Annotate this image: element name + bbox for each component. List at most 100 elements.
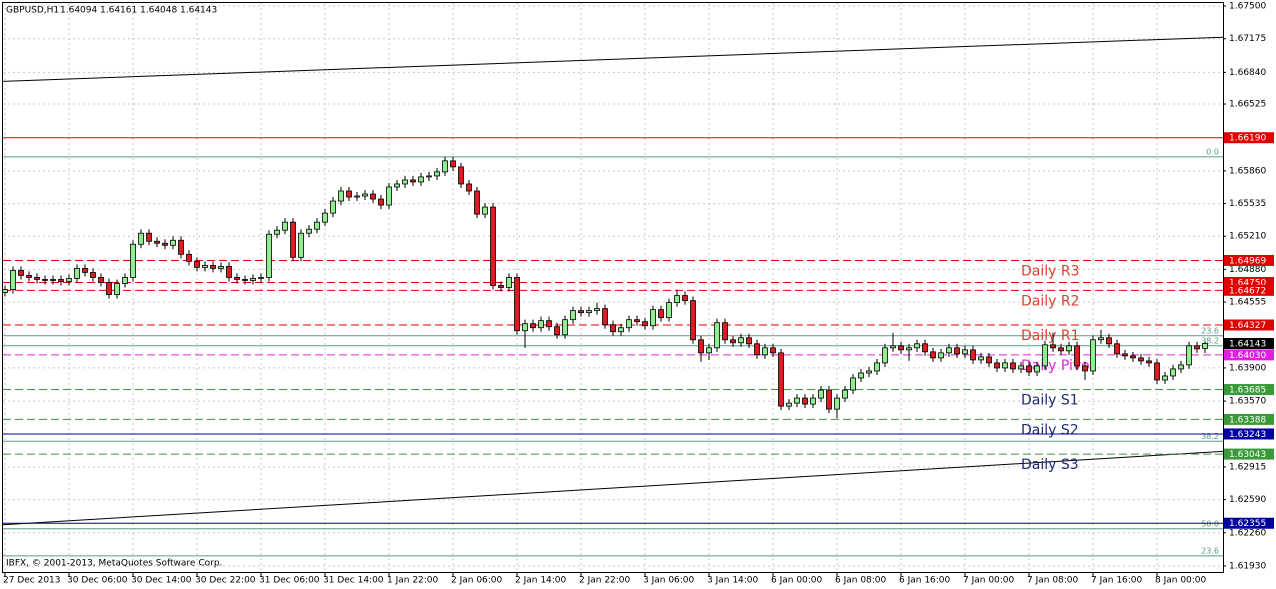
candle-body	[1178, 364, 1184, 370]
candle-body	[26, 275, 32, 278]
price-label: 1.64672	[1229, 286, 1266, 296]
price-label: 1.64969	[1229, 256, 1266, 266]
candle-body	[522, 323, 528, 332]
y-tick-label: 1.66840	[1229, 68, 1266, 78]
candle-body	[834, 397, 840, 410]
candle-body	[290, 221, 296, 258]
candle-body	[786, 402, 792, 407]
price-label-box	[1224, 517, 1274, 529]
candle-body	[450, 160, 456, 168]
price-label-box	[1224, 384, 1274, 396]
candle-body	[850, 377, 856, 391]
y-tick-label: 1.63570	[1229, 397, 1266, 407]
candle-body	[178, 239, 184, 255]
candle-body	[402, 179, 408, 185]
x-tick-label: 6 Jan 08:00	[835, 576, 887, 586]
price-label: 1.64327	[1229, 321, 1266, 331]
candle-body	[210, 264, 216, 269]
x-tick-label: 2 Jan 14:00	[515, 576, 567, 586]
x-tick-label: 3 Jan 06:00	[643, 576, 695, 586]
x-tick-label: 30 Dec 22:00	[195, 576, 256, 586]
price-label: 1.63685	[1229, 386, 1266, 396]
candle-body	[258, 277, 264, 279]
candle-body	[1122, 353, 1128, 357]
candle-body	[442, 160, 448, 173]
candle-body	[194, 260, 200, 268]
candle-body	[1074, 345, 1080, 367]
x-tick-label: 1 Jan 22:00	[387, 576, 439, 586]
candle-body	[594, 308, 600, 312]
candle-body	[530, 323, 536, 329]
trend-line	[2, 36, 1224, 82]
candle-body	[578, 310, 584, 314]
candle-body	[1202, 343, 1208, 349]
candle-body	[1170, 368, 1176, 377]
candle-body	[1018, 365, 1024, 370]
candle-body	[378, 198, 384, 206]
candle-body	[1114, 343, 1120, 355]
candle-body	[1034, 365, 1040, 373]
candle-body	[362, 193, 368, 197]
y-tick-label: 1.62915	[1229, 462, 1266, 472]
candle-body	[674, 295, 680, 303]
level-name: Daily S2	[1021, 422, 1079, 438]
candle-body	[1026, 365, 1032, 373]
candle-body	[170, 239, 176, 246]
candle-body	[226, 265, 232, 278]
x-tick-label: 7 Jan 00:00	[963, 576, 1015, 586]
x-tick-label: 7 Jan 08:00	[1027, 576, 1079, 586]
candle-body	[826, 389, 832, 410]
candle-body	[1010, 362, 1016, 370]
y-tick-label: 1.63900	[1229, 363, 1266, 373]
y-tick-label: 1.64555	[1229, 298, 1266, 308]
candle-body	[858, 372, 864, 379]
candle-body	[482, 206, 488, 215]
candle-body	[50, 279, 56, 281]
candle-body	[1154, 362, 1160, 381]
candle-body	[242, 279, 248, 281]
candle-body	[570, 310, 576, 321]
candle-body	[650, 309, 656, 327]
x-tick-label: 31 Dec 14:00	[323, 576, 384, 586]
candle-body	[410, 179, 416, 183]
candle-body	[458, 166, 464, 185]
high-value: 1.64161	[100, 6, 137, 16]
candle-body	[234, 277, 240, 280]
y-tick-label: 1.64880	[1229, 265, 1266, 275]
candle-body	[322, 212, 328, 223]
y-tick-label: 1.65535	[1229, 199, 1266, 209]
open-value: 1.64094	[60, 6, 97, 16]
candle-body	[66, 278, 72, 282]
candle-body	[994, 362, 1000, 369]
candle-body	[98, 277, 104, 283]
x-tick-label: 3 Jan 14:00	[707, 576, 759, 586]
x-tick-label: 2 Jan 06:00	[451, 576, 503, 586]
candle-body	[714, 322, 720, 349]
candle-body	[130, 243, 136, 278]
price-label: 1.66190	[1229, 134, 1266, 144]
candle-body	[106, 282, 112, 295]
candle-body	[154, 240, 160, 244]
candle-body	[266, 233, 272, 278]
candle-body	[346, 190, 352, 198]
price-label-box	[1224, 132, 1274, 144]
candle-body	[138, 232, 144, 245]
candle-body	[202, 264, 208, 268]
axes: 1.67500 1.67175 1.66840 1.66525 1.65860 1.655…	[3, 2, 1274, 586]
candles	[2, 156, 1208, 419]
candle-body	[1186, 345, 1192, 366]
candle-body	[90, 272, 96, 278]
candle-body	[970, 349, 976, 361]
candle-body	[1098, 337, 1104, 341]
y-tick-label: 1.66525	[1229, 100, 1266, 110]
candle-body	[338, 190, 344, 202]
copyright: IBFX, © 2001-2013, MetaQuotes Software C…	[6, 559, 222, 569]
candle-body	[866, 370, 872, 374]
y-tick-label: 1.67500	[1229, 2, 1266, 12]
x-tick-label: 6 Jan 16:00	[899, 576, 951, 586]
candle-body	[426, 175, 432, 178]
candle-body	[34, 277, 40, 280]
level-name: Daily R3	[1021, 263, 1080, 279]
candle-body	[642, 321, 648, 327]
